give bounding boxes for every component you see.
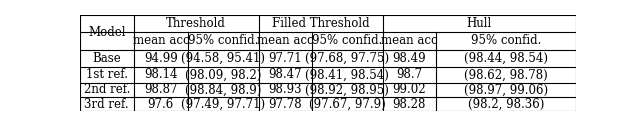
Text: 1st ref.: 1st ref. <box>86 68 128 81</box>
Text: 95% confid.: 95% confid. <box>312 34 383 48</box>
Text: 3rd ref.: 3rd ref. <box>84 98 129 111</box>
Text: Model: Model <box>88 26 125 39</box>
Text: (97.49, 97.71): (97.49, 97.71) <box>181 98 266 111</box>
Text: 98.28: 98.28 <box>393 98 426 111</box>
Text: 98.93: 98.93 <box>269 83 302 96</box>
Text: (98.92, 98.95): (98.92, 98.95) <box>305 83 389 96</box>
Text: 95% confid.: 95% confid. <box>471 34 541 48</box>
Text: (98.97, 99.06): (98.97, 99.06) <box>464 83 548 96</box>
Text: 94.99: 94.99 <box>144 52 178 65</box>
Text: 97.6: 97.6 <box>148 98 174 111</box>
Text: mean acc: mean acc <box>381 34 438 48</box>
Text: (98.2, 98.36): (98.2, 98.36) <box>468 98 544 111</box>
Text: Threshold: Threshold <box>166 17 226 30</box>
Text: (97.67, 97.9): (97.67, 97.9) <box>309 98 386 111</box>
Text: Hull: Hull <box>467 17 492 30</box>
Text: mean acc: mean acc <box>257 34 314 48</box>
Text: (94.58, 95.41): (94.58, 95.41) <box>181 52 266 65</box>
Text: (97.68, 97.75): (97.68, 97.75) <box>305 52 389 65</box>
Text: (98.41, 98.54): (98.41, 98.54) <box>305 68 389 81</box>
Text: mean acc: mean acc <box>132 34 189 48</box>
Text: (98.62, 98.78): (98.62, 98.78) <box>464 68 548 81</box>
Text: 97.71: 97.71 <box>269 52 302 65</box>
Text: 99.02: 99.02 <box>392 83 426 96</box>
Text: 98.14: 98.14 <box>144 68 177 81</box>
Text: 98.7: 98.7 <box>396 68 422 81</box>
Text: 97.78: 97.78 <box>269 98 302 111</box>
Text: 95% confid.: 95% confid. <box>188 34 259 48</box>
Text: 98.47: 98.47 <box>269 68 302 81</box>
Text: Filled Threshold: Filled Threshold <box>272 17 369 30</box>
Text: (98.44, 98.54): (98.44, 98.54) <box>464 52 548 65</box>
Text: Base: Base <box>92 52 121 65</box>
Text: (98.09, 98.2): (98.09, 98.2) <box>185 68 262 81</box>
Text: 2nd ref.: 2nd ref. <box>84 83 130 96</box>
Text: 98.49: 98.49 <box>392 52 426 65</box>
Text: 98.87: 98.87 <box>144 83 177 96</box>
Text: (98.84, 98.9): (98.84, 98.9) <box>185 83 262 96</box>
